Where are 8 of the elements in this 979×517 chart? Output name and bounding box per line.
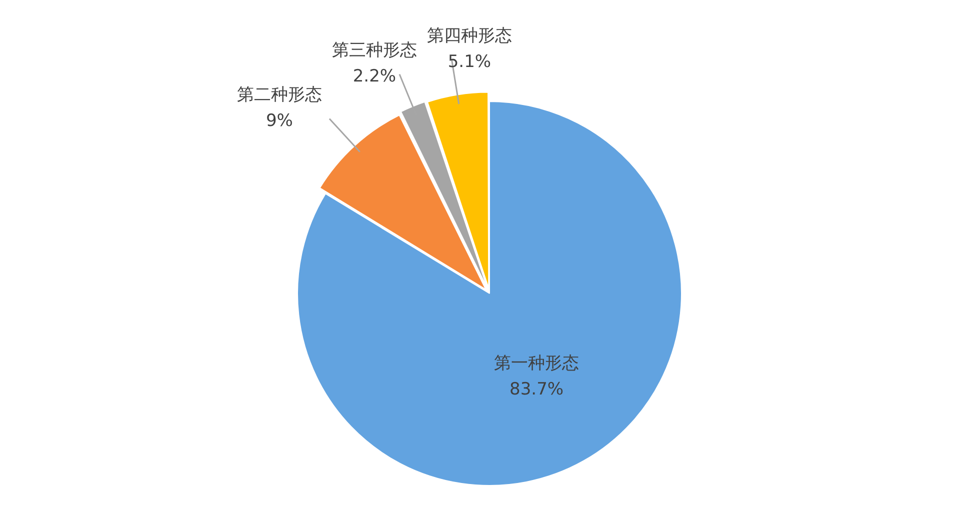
data-label: 9% <box>266 111 293 132</box>
data-label: 2.2% <box>352 66 396 87</box>
slice-label: 第一种形态 <box>494 354 580 374</box>
slice-label: 第二种形态 <box>236 85 322 106</box>
data-label: 5.1% <box>448 52 492 72</box>
slice-label: 第三种形态 <box>332 40 417 61</box>
data-label: 83.7% <box>510 380 564 400</box>
slice-label: 第四种形态 <box>426 26 512 46</box>
